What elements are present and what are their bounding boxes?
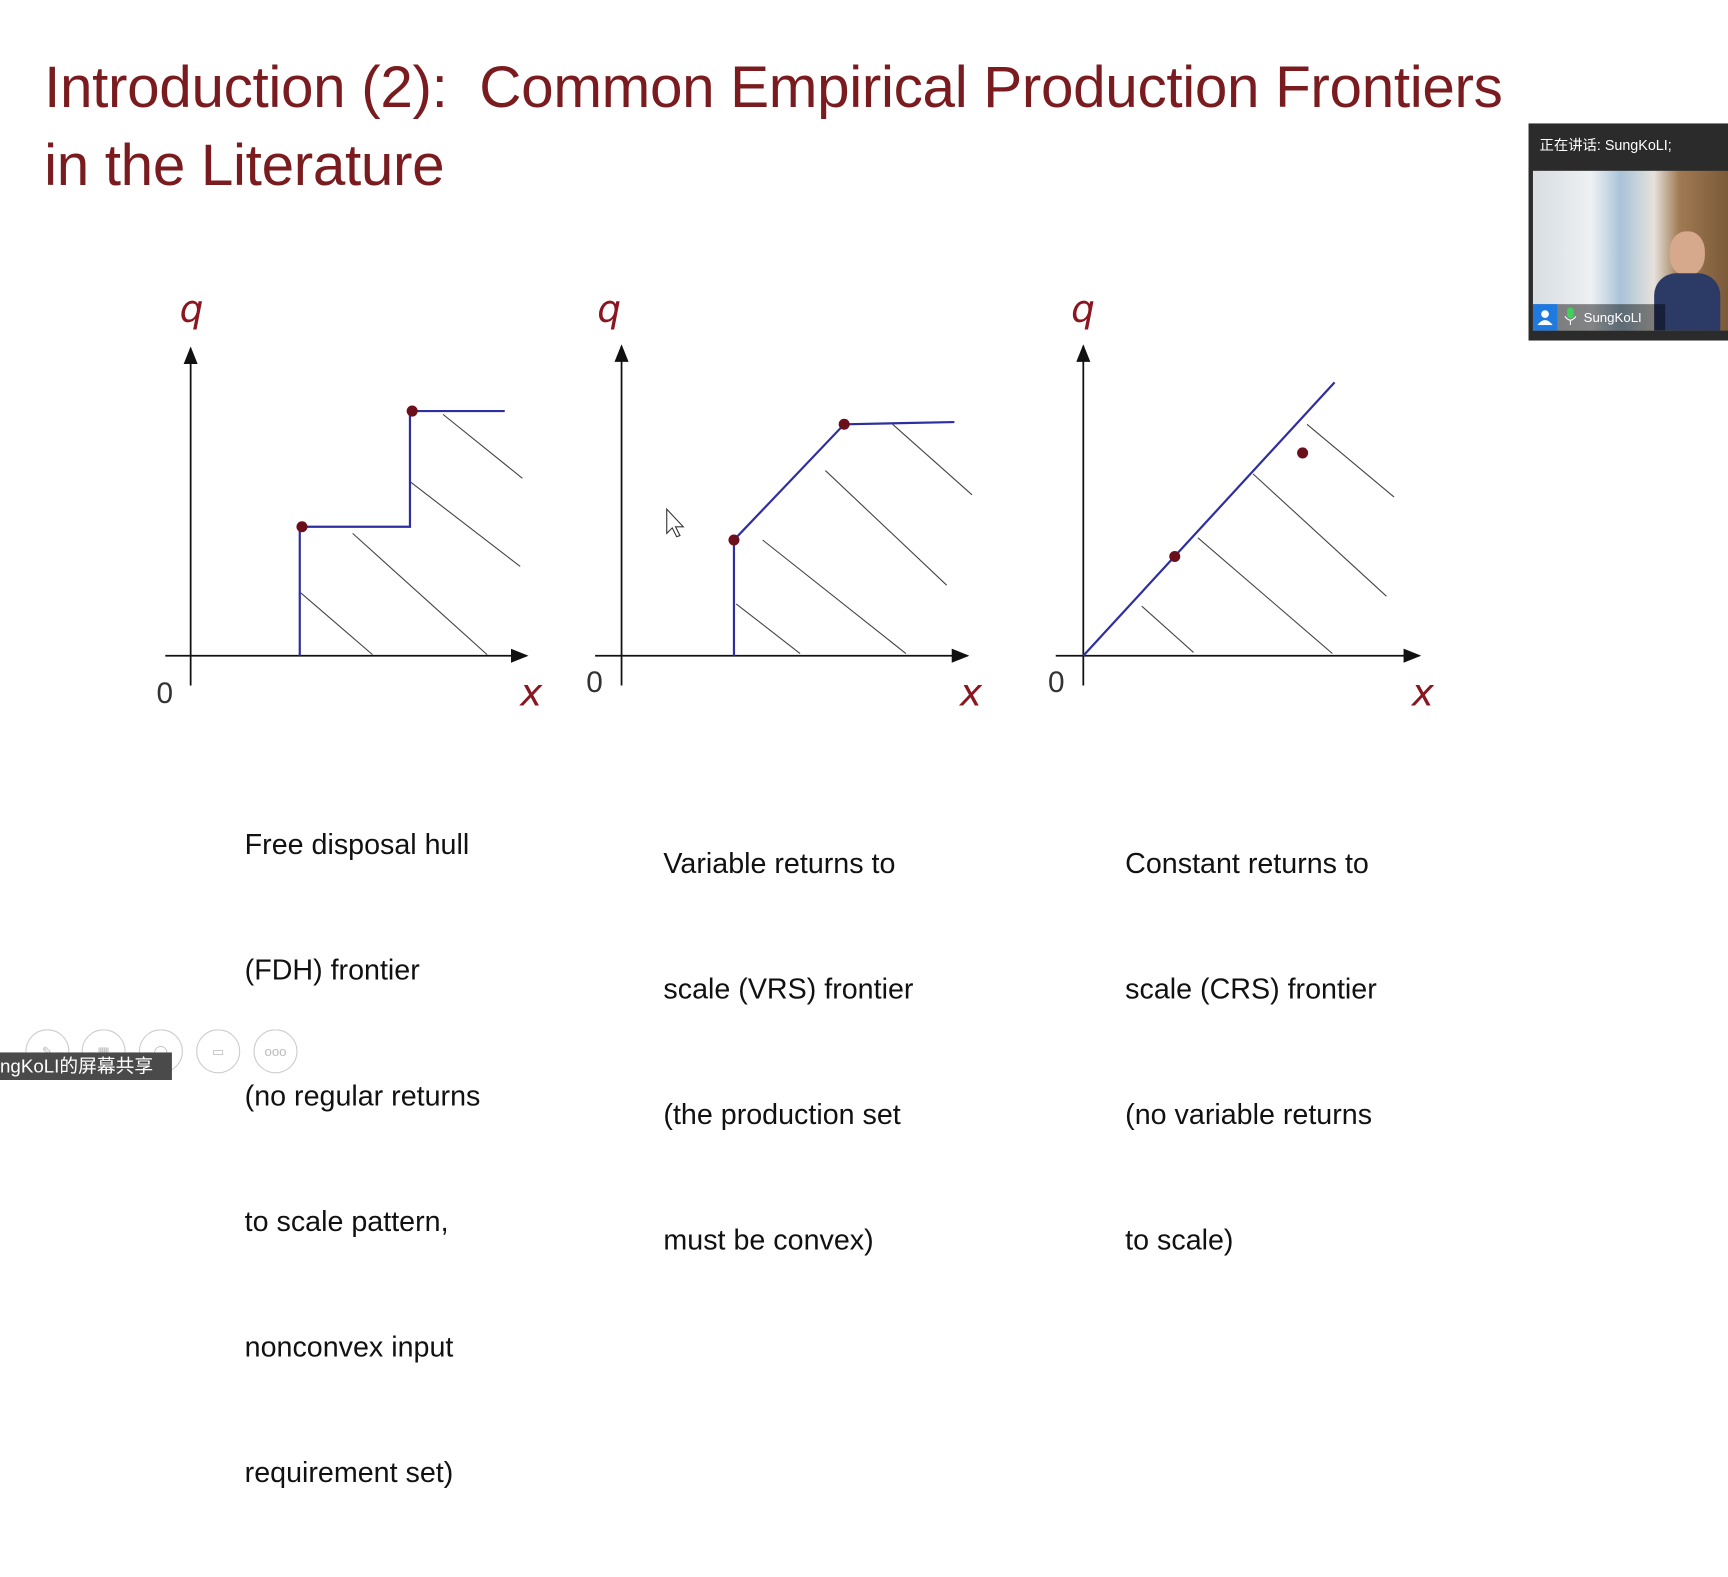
vrs-frontier bbox=[732, 420, 955, 656]
more-tools-button[interactable]: ooo bbox=[253, 1029, 298, 1074]
data-point bbox=[838, 418, 850, 430]
caption-line: (no regular returns bbox=[244, 1078, 481, 1112]
x-axis-label: x bbox=[519, 670, 543, 714]
caption-line: requirement set) bbox=[244, 1455, 454, 1489]
frontier-diagrams: q 0 x q 0 x bbox=[156, 287, 1435, 715]
y-axis-label: q bbox=[1071, 287, 1095, 331]
caption-line: to scale) bbox=[1125, 1223, 1234, 1257]
caption-line: Constant returns to bbox=[1125, 846, 1369, 880]
origin-label: 0 bbox=[156, 677, 173, 710]
data-point bbox=[1297, 447, 1309, 459]
caption-line: to scale pattern, bbox=[244, 1204, 449, 1238]
speaker-video-panel[interactable]: 正在讲话: SungKoLI; SungKoLI bbox=[1528, 123, 1728, 341]
vrs-caption: Variable returns to scale (VRS) frontier… bbox=[663, 758, 913, 1344]
participant-name: SungKoLI bbox=[1583, 309, 1642, 326]
y-axis-label: q bbox=[180, 287, 204, 331]
title-line-1: Introduction (2): Common Empirical Produ… bbox=[44, 55, 1503, 121]
screen-share-banner: ngKoLI的屏幕共享 bbox=[0, 1052, 172, 1080]
origin-label: 0 bbox=[1048, 666, 1065, 699]
caption-line: nonconvex input bbox=[244, 1330, 454, 1364]
hatch-lines bbox=[1141, 423, 1395, 654]
vrs-diagram: q 0 x bbox=[586, 287, 983, 715]
fdh-caption: Free disposal hull (FDH) frontier (no re… bbox=[245, 739, 481, 1577]
caption-line: Variable returns to bbox=[663, 846, 896, 880]
crs-caption: Constant returns to scale (CRS) frontier… bbox=[1125, 758, 1377, 1344]
crs-frontier bbox=[1082, 381, 1336, 657]
speaking-indicator: 正在讲话: SungKoLI; bbox=[1539, 136, 1672, 154]
data-point bbox=[728, 534, 740, 546]
x-axis-label: x bbox=[959, 670, 983, 714]
origin-label: 0 bbox=[586, 666, 603, 699]
caption-line: must be convex) bbox=[663, 1223, 874, 1257]
crs-diagram: q 0 x bbox=[1048, 287, 1435, 715]
hatch-lines bbox=[735, 423, 973, 654]
slide: Introduction (2): Common Empirical Produ… bbox=[0, 48, 1728, 1489]
data-point bbox=[406, 405, 418, 417]
caption-line: (FDH) frontier bbox=[244, 953, 420, 987]
mouse-cursor-icon bbox=[666, 507, 685, 538]
text-tool-button[interactable]: ▭ bbox=[196, 1029, 241, 1074]
title-line-2: in the Literature bbox=[44, 133, 445, 199]
video-feed: SungKoLI bbox=[1532, 170, 1728, 331]
data-point bbox=[296, 521, 308, 533]
caption-line: (the production set bbox=[663, 1097, 901, 1131]
slide-title: Introduction (2): Common Empirical Produ… bbox=[44, 48, 1503, 204]
microphone-icon bbox=[1564, 306, 1577, 328]
caption-line: (no variable returns bbox=[1125, 1097, 1373, 1131]
fdh-diagram: q 0 x bbox=[156, 287, 543, 715]
data-point bbox=[1169, 551, 1181, 563]
x-axis-label: x bbox=[1411, 670, 1435, 714]
user-icon bbox=[1532, 304, 1558, 331]
participant-video bbox=[1654, 231, 1721, 331]
hatch-lines bbox=[300, 413, 523, 656]
y-axis-label: q bbox=[597, 287, 621, 331]
caption-line: scale (CRS) frontier bbox=[1125, 971, 1377, 1006]
caption-line: Free disposal hull bbox=[244, 827, 470, 861]
fdh-frontier bbox=[298, 409, 505, 656]
participant-name-bar: SungKoLI bbox=[1532, 304, 1666, 331]
caption-line: scale (VRS) frontier bbox=[663, 971, 914, 1006]
